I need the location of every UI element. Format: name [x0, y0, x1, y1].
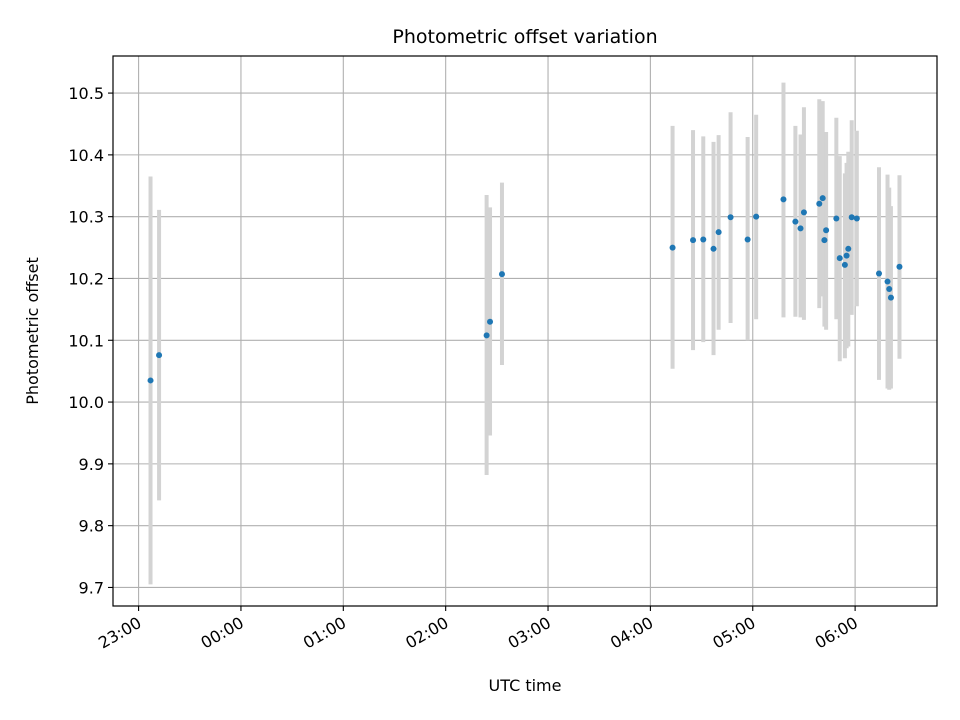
data-point — [800, 209, 807, 216]
data-point — [821, 237, 828, 244]
y-tick-label: 10.2 — [68, 269, 104, 288]
grid — [113, 56, 937, 606]
y-tick-label: 10.3 — [68, 208, 104, 227]
data-point — [875, 270, 882, 277]
data-point — [727, 214, 734, 221]
data-point — [156, 352, 163, 359]
data-point — [690, 237, 697, 244]
y-tick-label: 9.8 — [79, 517, 104, 536]
y-tick-label: 10.5 — [68, 84, 104, 103]
data-point — [833, 215, 840, 222]
data-point — [823, 227, 830, 234]
data-point — [669, 244, 676, 251]
data-point — [498, 271, 505, 278]
data-point — [715, 229, 722, 236]
y-tick-label: 9.9 — [79, 455, 104, 474]
data-point — [848, 214, 855, 221]
data-point — [710, 245, 717, 252]
data-point — [487, 318, 494, 325]
data-point — [744, 236, 751, 243]
y-tick-label: 10.4 — [68, 146, 104, 165]
data-point — [753, 213, 760, 220]
y-axis-label: Photometric offset — [23, 257, 42, 405]
data-point — [896, 263, 903, 270]
data-point — [853, 215, 860, 222]
data-point — [884, 278, 891, 285]
data-point — [845, 245, 852, 252]
y-tick-label: 10.0 — [68, 393, 104, 412]
data-point — [841, 261, 848, 268]
y-tick-label: 9.7 — [79, 578, 104, 597]
data-points — [147, 195, 903, 384]
plot-area-frame — [112, 55, 938, 607]
data-point — [836, 255, 843, 262]
y-axis: 9.7 9.8 9.9 10.0 10.1 10.2 10.3 10.4 10.5 — [68, 84, 113, 597]
chart-title: Photometric offset variation — [392, 26, 657, 48]
data-point — [147, 377, 154, 384]
data-point — [816, 200, 823, 207]
data-point — [887, 294, 894, 301]
data-point — [819, 195, 826, 202]
data-point — [700, 236, 707, 243]
data-point — [483, 332, 490, 339]
x-axis-label: UTC time — [489, 676, 562, 695]
data-point — [843, 252, 850, 259]
data-point — [780, 196, 787, 203]
data-point — [792, 218, 799, 225]
data-point — [797, 225, 804, 232]
y-tick-label: 10.1 — [68, 331, 104, 350]
data-point — [886, 285, 893, 292]
